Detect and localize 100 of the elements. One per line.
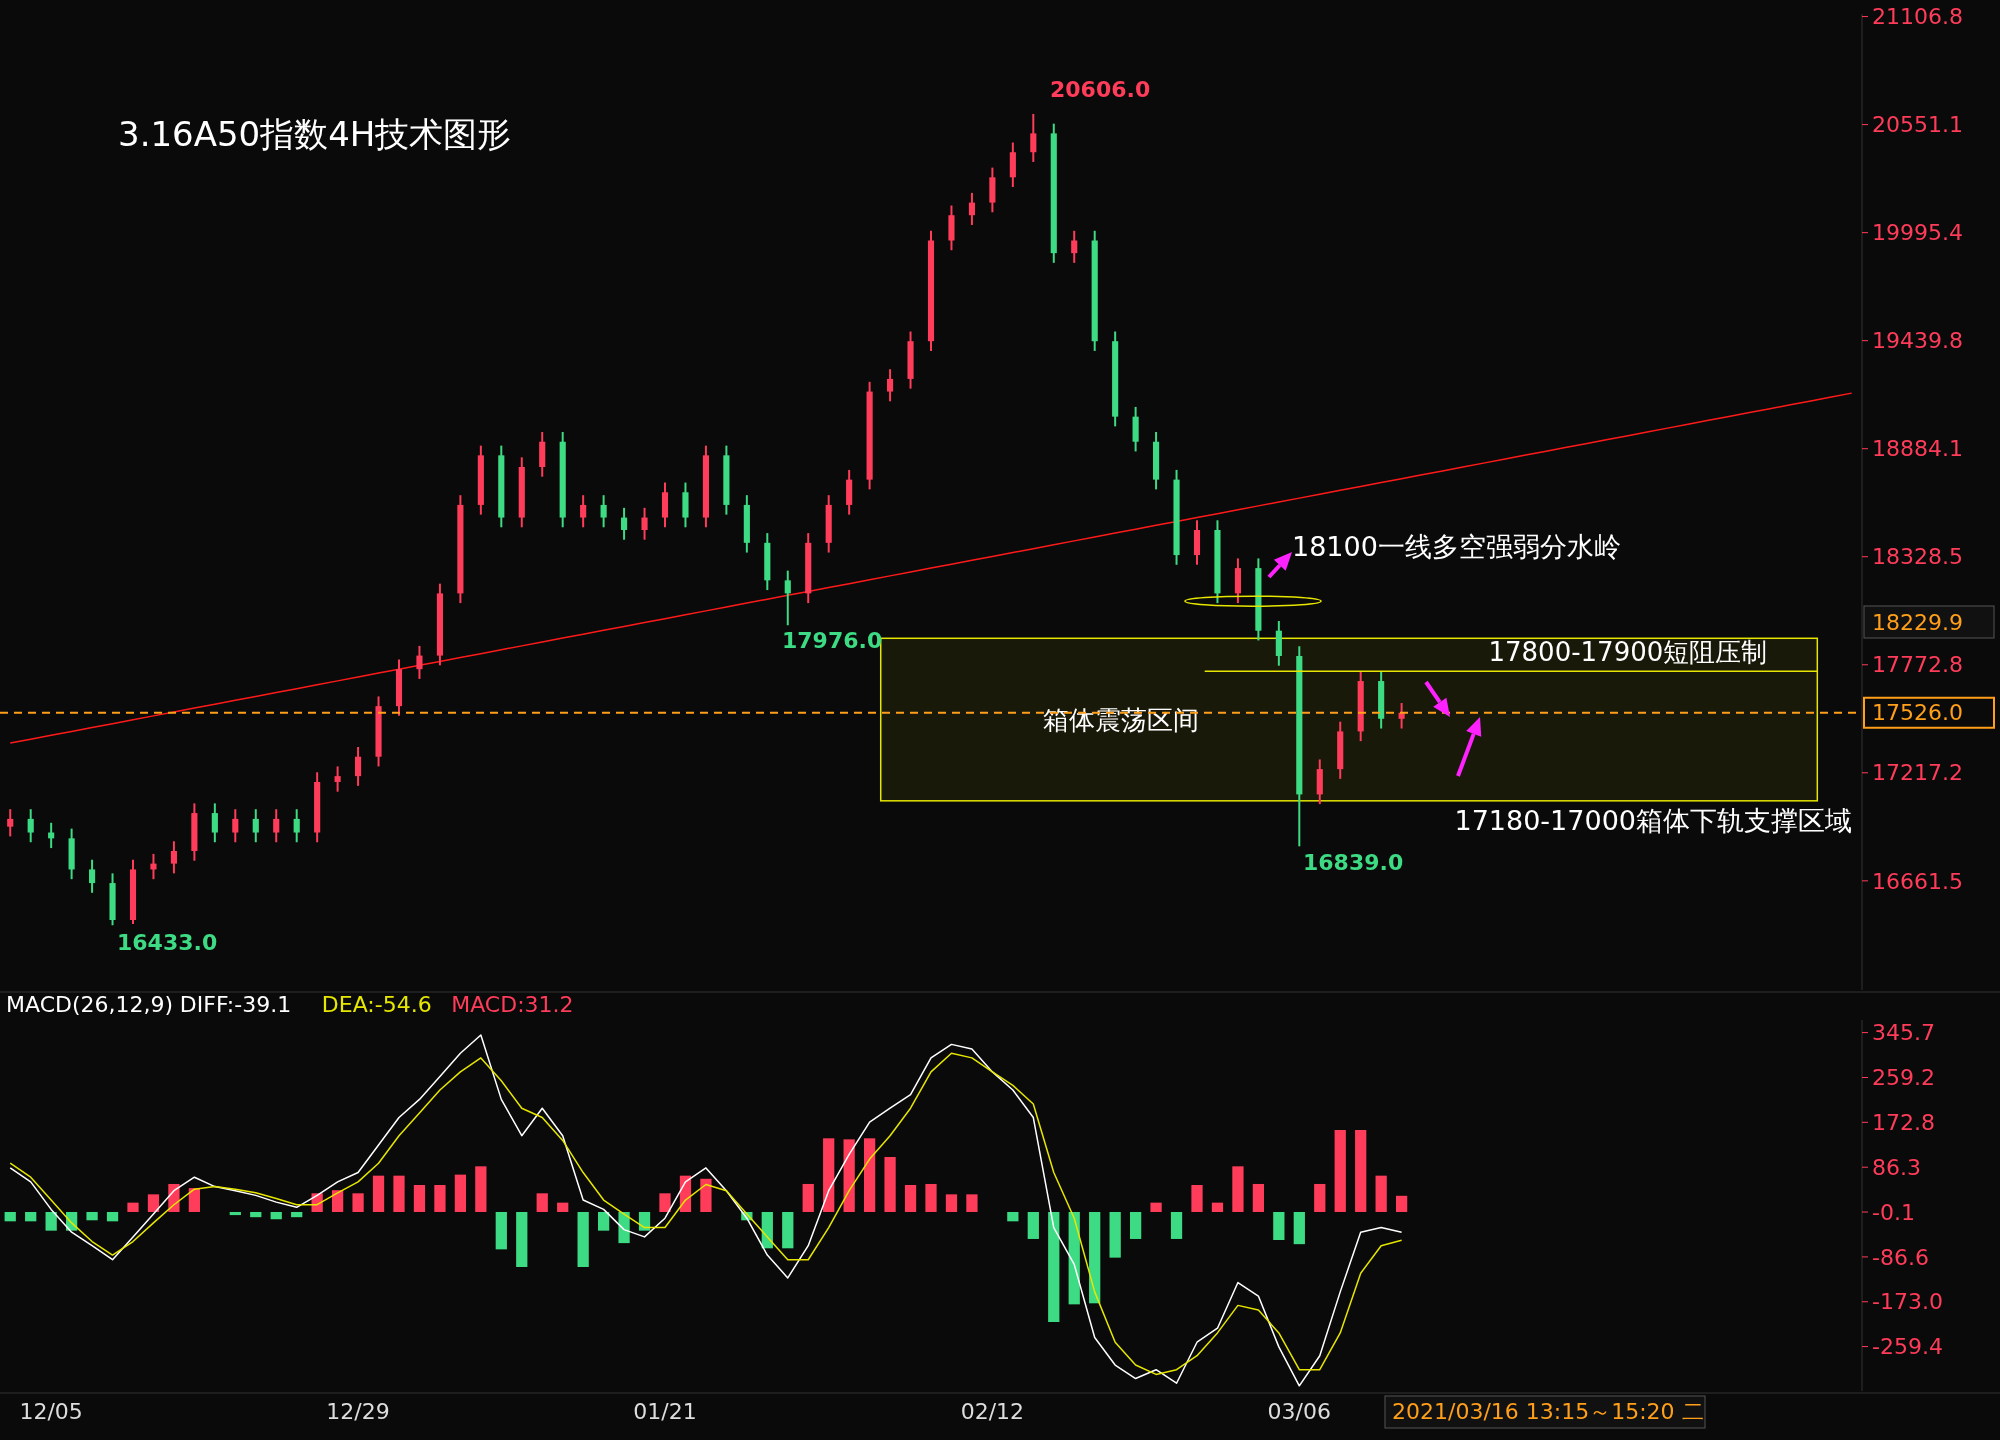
bar [1375, 1175, 1387, 1212]
text: DIFF:-39.1 [179, 992, 292, 1017]
bar [4, 1211, 16, 1222]
bar [597, 1211, 610, 1231]
bar [782, 1211, 794, 1249]
x-tick-label: 12/05 [19, 1399, 83, 1424]
bar [475, 1166, 487, 1212]
candlestick [27, 808, 34, 844]
bar [1334, 1130, 1346, 1212]
candlestick [784, 569, 791, 627]
bar [904, 1185, 917, 1212]
bar [413, 1185, 426, 1212]
candlestick [1030, 112, 1037, 163]
bar [127, 1202, 139, 1212]
bar [86, 1211, 98, 1221]
bar [966, 1194, 978, 1212]
bar [761, 1211, 773, 1249]
candlestick [150, 852, 157, 881]
y-tick-label: 21106.8 [1872, 4, 1963, 30]
bar [1293, 1211, 1305, 1245]
bar [106, 1211, 119, 1222]
bar [700, 1178, 712, 1212]
bar [188, 1188, 201, 1212]
bar [1048, 1211, 1060, 1322]
candlestick [232, 808, 239, 844]
bar [147, 1194, 160, 1212]
candlestick [273, 808, 280, 844]
bar [1129, 1211, 1142, 1239]
bar [25, 1211, 37, 1222]
candlestick [252, 808, 259, 844]
bar [925, 1183, 937, 1212]
y-tick-label: 16661.5 [1872, 868, 1963, 894]
candlestick [580, 494, 587, 529]
y-tick-label: 19995.4 [1872, 220, 1963, 246]
y-tick-label: -0.1 [1872, 1199, 1915, 1225]
bar [659, 1193, 671, 1212]
bar [1007, 1211, 1019, 1222]
candlestick [293, 808, 300, 844]
band-label: 箱体震荡区间 [1043, 704, 1200, 735]
bar [1191, 1185, 1203, 1212]
bar [250, 1211, 262, 1218]
candlestick [1071, 229, 1078, 264]
bar [863, 1138, 876, 1212]
x-tick-label: 03/06 [1267, 1399, 1332, 1424]
bar [434, 1185, 446, 1212]
chart-title: MACD(26,12,9) [6, 992, 174, 1017]
bar [1027, 1211, 1039, 1239]
bar [945, 1194, 958, 1212]
y-tick-label: 19439.8 [1872, 328, 1963, 354]
bar [229, 1211, 241, 1216]
bar [1150, 1202, 1162, 1212]
bar [1109, 1211, 1121, 1258]
bar [495, 1211, 507, 1250]
bar [1089, 1211, 1101, 1304]
bar [1170, 1211, 1183, 1239]
ref-line-label: 17800-17900短阻压制 [1488, 637, 1768, 668]
bar [1252, 1183, 1265, 1212]
bar [393, 1175, 405, 1212]
annotation: 17976.0 [782, 628, 883, 653]
y-tick-label: 172.8 [1872, 1110, 1935, 1136]
bar [802, 1183, 814, 1212]
bar [352, 1193, 364, 1212]
y-tick-label: 18884.1 [1872, 436, 1963, 462]
bar [1211, 1202, 1224, 1212]
candlestick [887, 368, 894, 403]
annotation: 20606.0 [1050, 77, 1151, 102]
line-series [9, 392, 1853, 744]
bar [1355, 1130, 1367, 1212]
candlestick [334, 765, 341, 793]
y-tick-label: -259.4 [1872, 1334, 1943, 1360]
y-tick-label: 18328.5 [1872, 544, 1963, 570]
text: DEA:-54.6 [321, 992, 432, 1017]
bar [516, 1211, 528, 1267]
y-tick-label: -86.6 [1872, 1244, 1929, 1270]
candlestick [416, 644, 423, 680]
bar [1314, 1183, 1326, 1212]
bar [1232, 1166, 1244, 1212]
bar [454, 1174, 467, 1212]
annotation: 17180-17000箱体下轨支撑区域 [1454, 805, 1852, 836]
text: 3.16A50指数4H技术图形 [118, 114, 512, 154]
candlestick [641, 506, 648, 541]
y-tick-label: 17217.2 [1872, 760, 1963, 786]
bar [331, 1190, 344, 1212]
text: MACD:31.2 [451, 992, 574, 1017]
y-tick-label: 259.2 [1872, 1065, 1935, 1091]
bar [1273, 1211, 1285, 1241]
candlestick [621, 506, 628, 541]
bar [557, 1202, 569, 1212]
bar [638, 1211, 651, 1231]
y-tick-label: -173.0 [1872, 1289, 1943, 1315]
x-tick-label: 01/21 [633, 1399, 697, 1424]
y-tick-label: 17772.8 [1872, 652, 1963, 678]
candlestick [170, 840, 177, 875]
y-tick-label: 20551.1 [1872, 112, 1963, 138]
candlestick [89, 858, 96, 894]
y-tick-label: 345.7 [1872, 1020, 1935, 1046]
annotation: 18100一线多空强弱分水岭 [1292, 531, 1621, 562]
candlestick [600, 494, 607, 529]
x-tick-label: 12/29 [326, 1399, 390, 1424]
candlestick [355, 745, 362, 787]
